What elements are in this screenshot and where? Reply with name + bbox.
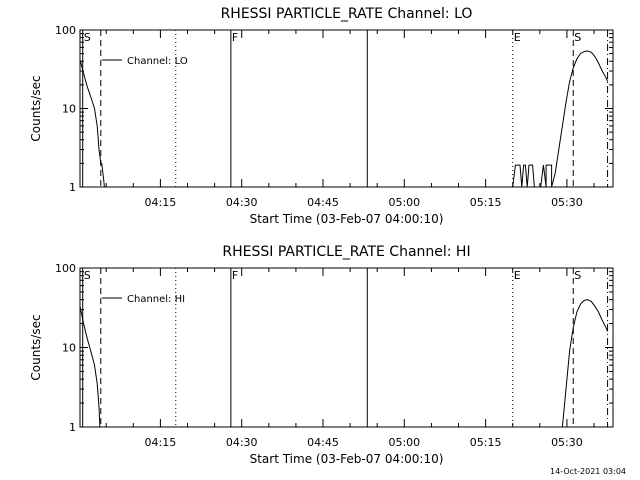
x-tick-label: 04:45 — [307, 196, 339, 209]
event-marker-label: S — [84, 31, 91, 44]
plot-title: RHESSI PARTICLE_RATE Channel: HI — [222, 244, 470, 260]
series-line — [79, 59, 105, 188]
y-tick-label: 10 — [62, 103, 76, 116]
y-tick-label: 100 — [55, 262, 76, 275]
plot-title: RHESSI PARTICLE_RATE Channel: LO — [221, 6, 473, 22]
x-tick-label: 04:30 — [226, 196, 258, 209]
event-marker-label: E — [514, 269, 521, 282]
y-tick-label: 100 — [55, 24, 76, 37]
x-tick-label: 04:45 — [307, 436, 339, 449]
series-line — [79, 306, 101, 428]
event-marker-label: F — [232, 269, 238, 282]
lo-channel-panel: RHESSI PARTICLE_RATE Channel: LO Counts/s… — [29, 6, 614, 226]
y-axis-label: Counts/sec — [29, 75, 43, 141]
event-marker-label: S — [574, 269, 581, 282]
x-tick-label: 04:30 — [226, 436, 258, 449]
event-marker-label: S — [574, 31, 581, 44]
event-marker-label: S — [84, 269, 91, 282]
generation-timestamp: 14-Oct-2021 03:04 — [550, 467, 626, 476]
series-line — [561, 299, 609, 428]
x-tick-label: 05:30 — [551, 436, 583, 449]
series-line — [512, 164, 547, 188]
x-tick-label: 04:15 — [145, 436, 177, 449]
x-tick-label: 05:30 — [551, 196, 583, 209]
hi-channel-panel: RHESSI PARTICLE_RATE Channel: HI Counts/s… — [29, 244, 614, 466]
event-marker-label: E — [514, 31, 521, 44]
event-marker-label: F — [232, 31, 238, 44]
y-tick-label: 10 — [62, 342, 76, 355]
legend-entry: Channel: HI — [127, 294, 185, 305]
x-tick-label: 05:00 — [388, 196, 420, 209]
y-axis-label: Counts/sec — [29, 314, 43, 380]
y-tick-label: 1 — [69, 181, 76, 194]
x-tick-label: 04:15 — [145, 196, 177, 209]
legend-entry: Channel: LO — [127, 56, 188, 67]
y-tick-label: 1 — [69, 421, 76, 434]
x-tick-label: 05:00 — [388, 436, 420, 449]
x-axis-label: Start Time (03-Feb-07 04:00:10) — [250, 452, 444, 466]
x-axis-label: Start Time (03-Feb-07 04:00:10) — [250, 212, 444, 226]
series-line — [545, 50, 609, 188]
x-tick-label: 05:15 — [470, 436, 502, 449]
x-tick-label: 05:15 — [470, 196, 502, 209]
